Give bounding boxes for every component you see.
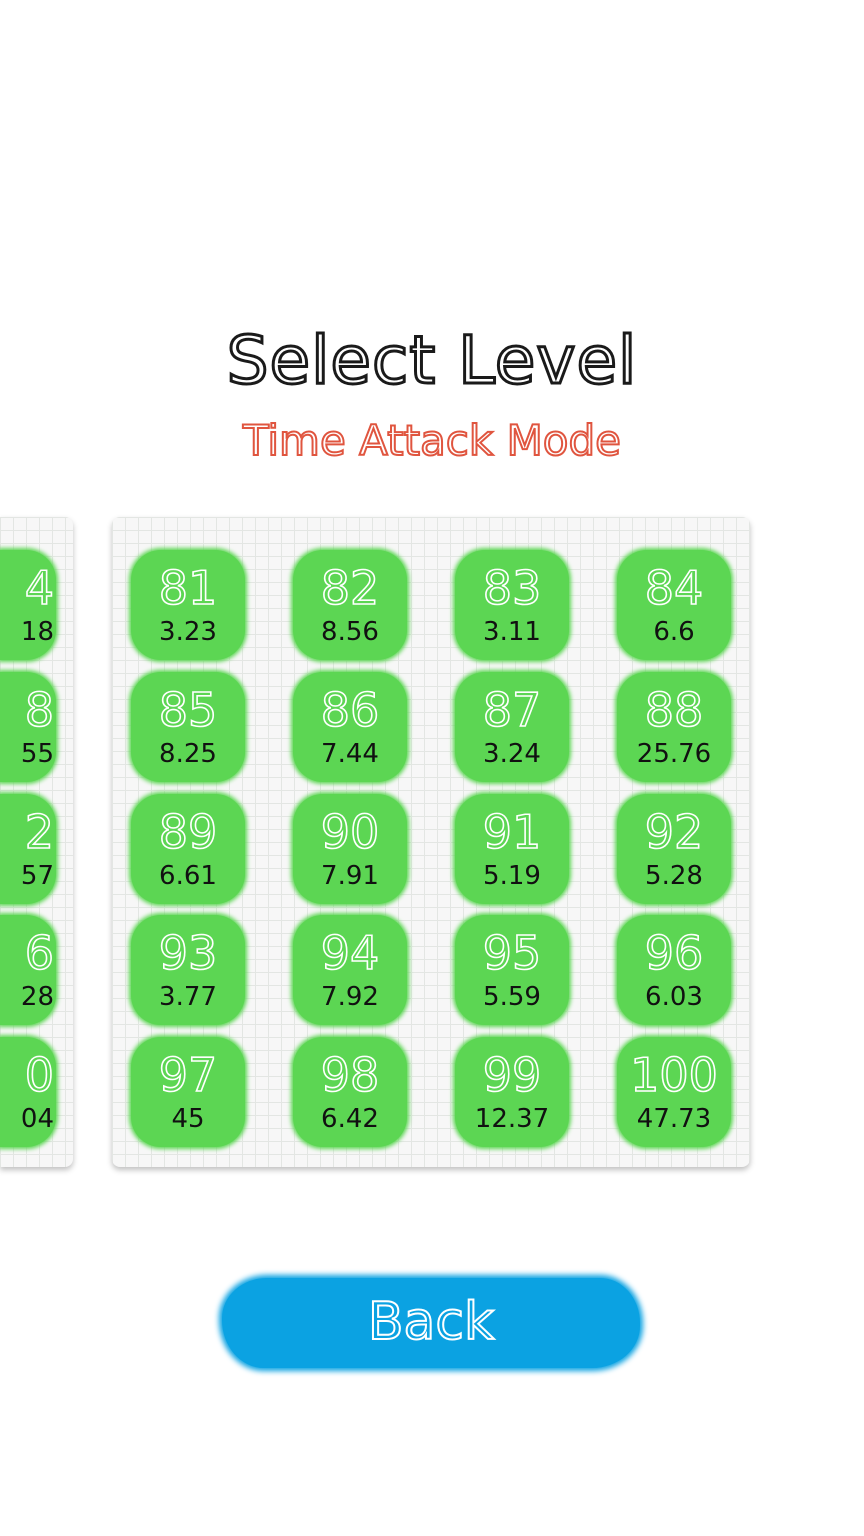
level-number: 0 [24, 1047, 55, 1103]
level-number: 81 [158, 560, 218, 616]
best-time: 45 [171, 1104, 205, 1134]
level-number: 84 [644, 560, 704, 616]
level-number: 92 [644, 804, 704, 860]
previous-level-page[interactable]: 4 18 8 55 2 57 6 28 0 04 [0, 517, 73, 1167]
best-time: 04 [20, 1104, 54, 1134]
best-time: 57 [20, 861, 54, 891]
best-time: 5.59 [483, 982, 541, 1012]
level-number: 91 [482, 804, 542, 860]
level-tile-partial[interactable]: 4 18 [0, 550, 56, 660]
best-time: 6.42 [321, 1104, 379, 1134]
level-tile[interactable]: 86 7.44 [293, 672, 407, 782]
level-tile[interactable]: 88 25.76 [617, 672, 731, 782]
level-number: 82 [320, 560, 380, 616]
mode-subtitle: Time Attack Mode [242, 415, 622, 466]
best-time: 6.61 [159, 861, 217, 891]
best-time: 6.03 [645, 982, 703, 1012]
best-time: 7.44 [321, 739, 379, 769]
best-time: 3.11 [483, 617, 541, 647]
level-tile-partial[interactable]: 0 04 [0, 1037, 56, 1147]
level-tile[interactable]: 100 47.73 [617, 1037, 731, 1147]
level-tile[interactable]: 92 5.28 [617, 794, 731, 904]
page-title: Select Level [225, 321, 638, 401]
best-time: 3.23 [159, 617, 217, 647]
best-time: 5.19 [483, 861, 541, 891]
level-number: 94 [320, 925, 380, 981]
level-tile[interactable]: 91 5.19 [455, 794, 569, 904]
best-time: 7.91 [321, 861, 379, 891]
best-time: 3.24 [483, 739, 541, 769]
level-number: 90 [320, 804, 380, 860]
level-tile[interactable]: 97 45 [131, 1037, 245, 1147]
level-number: 95 [482, 925, 542, 981]
level-tile-partial[interactable]: 2 57 [0, 794, 56, 904]
level-tile[interactable]: 99 12.37 [455, 1037, 569, 1147]
best-time: 25.76 [636, 739, 712, 769]
back-button[interactable]: Back [222, 1278, 640, 1368]
level-tile[interactable]: 93 3.77 [131, 915, 245, 1025]
best-time: 18 [20, 617, 54, 647]
level-number: 6 [24, 925, 55, 981]
level-tile[interactable]: 87 3.24 [455, 672, 569, 782]
level-tile[interactable]: 85 8.25 [131, 672, 245, 782]
level-tile[interactable]: 83 3.11 [455, 550, 569, 660]
level-number: 86 [320, 682, 380, 738]
best-time: 6.6 [653, 617, 695, 647]
level-number: 93 [158, 925, 218, 981]
level-tile-partial[interactable]: 8 55 [0, 672, 56, 782]
level-tile[interactable]: 82 8.56 [293, 550, 407, 660]
level-number: 98 [320, 1047, 380, 1103]
best-time: 12.37 [474, 1104, 550, 1134]
level-tile[interactable]: 94 7.92 [293, 915, 407, 1025]
level-number: 96 [644, 925, 704, 981]
level-number: 83 [482, 560, 542, 616]
best-time: 5.28 [645, 861, 703, 891]
level-number: 4 [24, 560, 55, 616]
back-button-label: Back [367, 1291, 495, 1353]
best-time: 3.77 [159, 982, 217, 1012]
level-tile[interactable]: 81 3.23 [131, 550, 245, 660]
level-tile[interactable]: 95 5.59 [455, 915, 569, 1025]
best-time: 28 [20, 982, 54, 1012]
best-time: 47.73 [636, 1104, 712, 1134]
level-number: 100 [629, 1047, 718, 1103]
level-number: 8 [24, 682, 55, 738]
best-time: 8.25 [159, 739, 217, 769]
level-tile[interactable]: 84 6.6 [617, 550, 731, 660]
level-number: 89 [158, 804, 218, 860]
best-time: 55 [20, 739, 54, 769]
level-number: 88 [644, 682, 704, 738]
current-level-page[interactable]: 81 3.23 82 8.56 83 3.11 84 6.6 85 8.25 86 7.44 87 3.2… [112, 517, 750, 1167]
level-tile[interactable]: 89 6.61 [131, 794, 245, 904]
level-tile[interactable]: 98 6.42 [293, 1037, 407, 1147]
level-number: 97 [158, 1047, 218, 1103]
level-number: 2 [24, 804, 55, 860]
best-time: 7.92 [321, 982, 379, 1012]
level-number: 87 [482, 682, 542, 738]
level-tile[interactable]: 90 7.91 [293, 794, 407, 904]
level-tile-partial[interactable]: 6 28 [0, 915, 56, 1025]
best-time: 8.56 [321, 617, 379, 647]
level-tile[interactable]: 96 6.03 [617, 915, 731, 1025]
level-number: 99 [482, 1047, 542, 1103]
level-number: 85 [158, 682, 218, 738]
